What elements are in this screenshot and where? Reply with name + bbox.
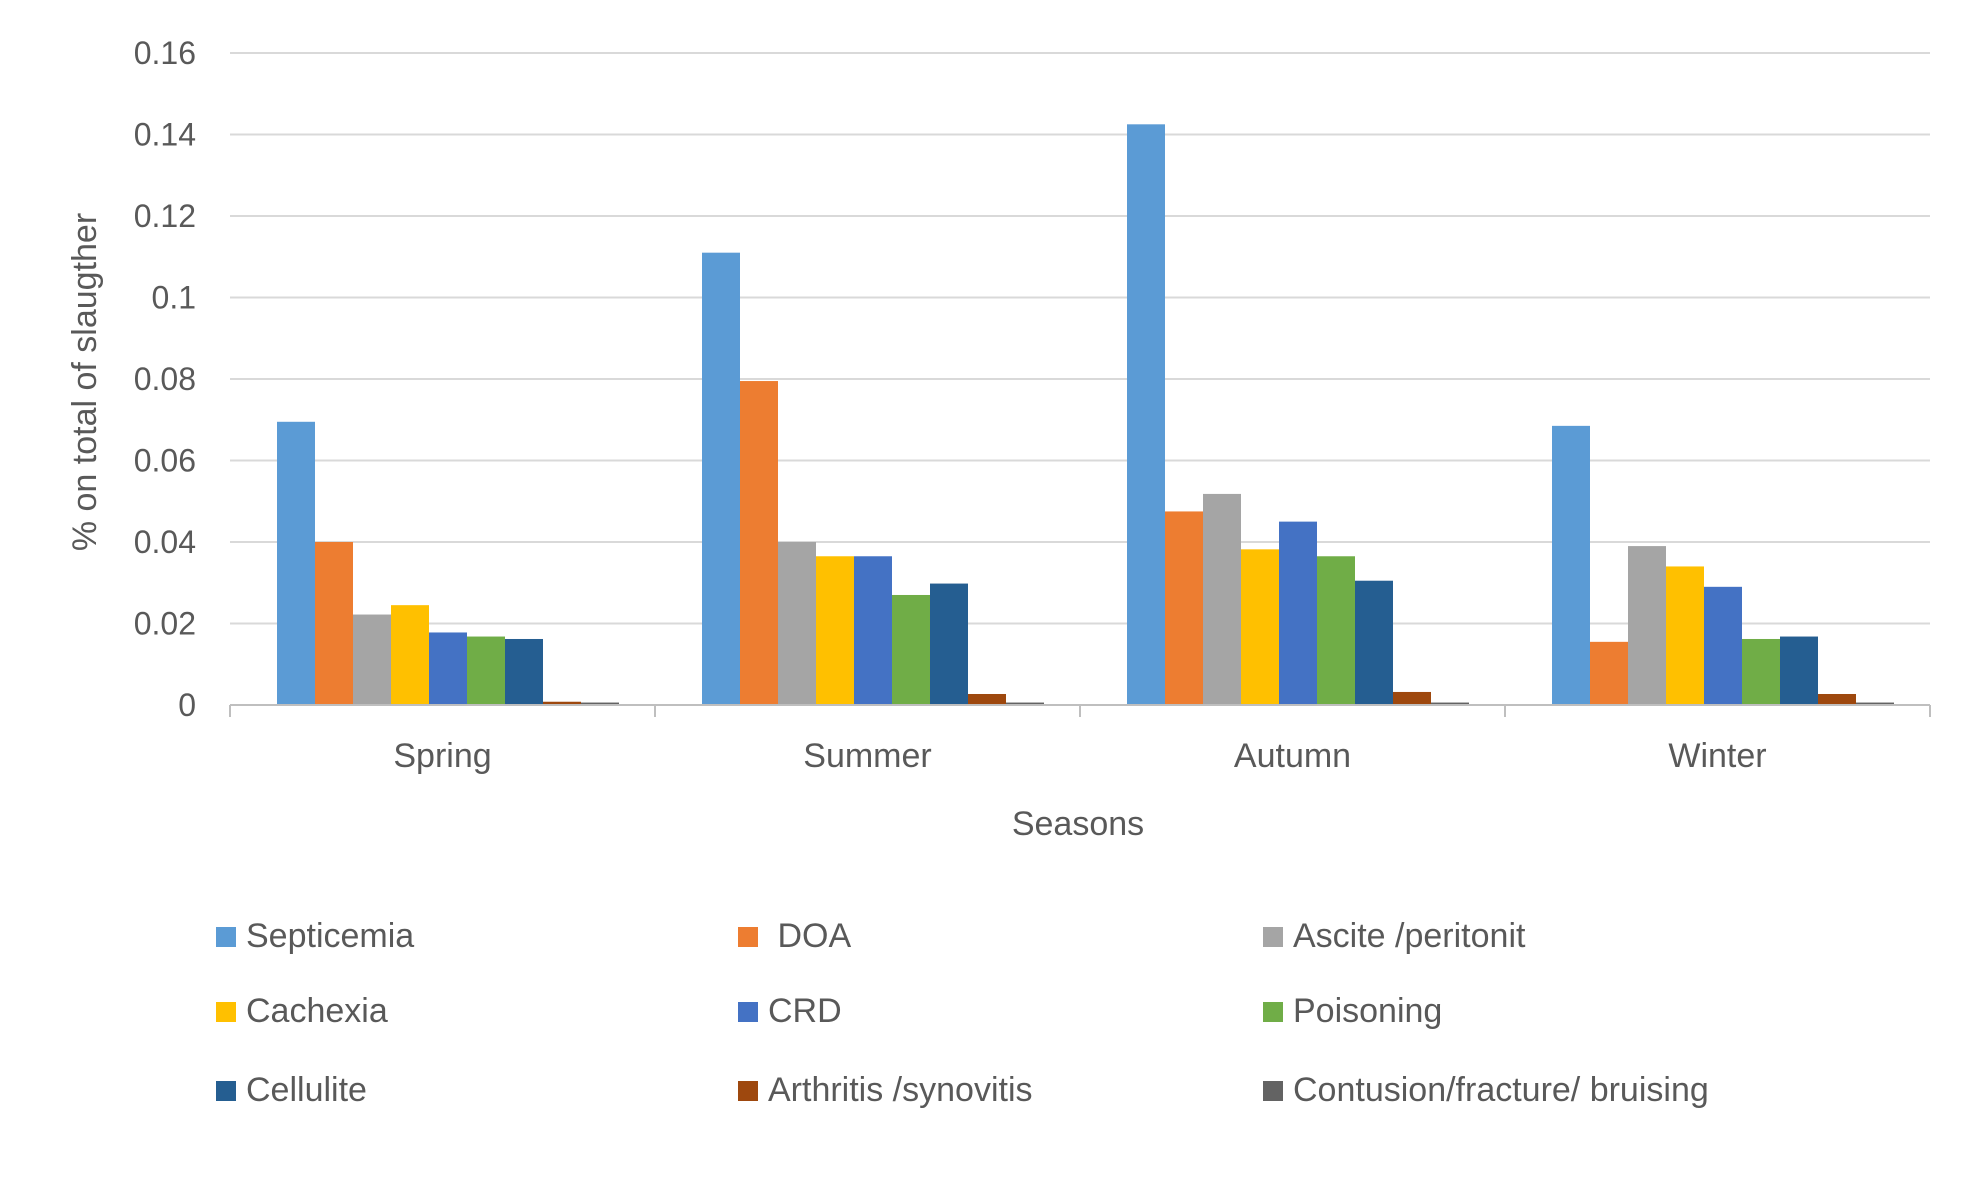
x-tick-label: Summer: [803, 737, 931, 775]
y-tick-label: 0.12: [134, 198, 196, 234]
bar: [1317, 556, 1355, 705]
legend-swatch: [1263, 927, 1283, 947]
legend-swatch: [216, 1002, 236, 1022]
bar: [391, 605, 429, 705]
legend-label: Septicemia: [246, 917, 414, 955]
legend-swatch: [738, 1081, 758, 1101]
bar: [1203, 493, 1241, 705]
x-axis-title: Seasons: [1012, 805, 1144, 843]
bar: [315, 542, 353, 705]
bar: [1431, 702, 1469, 705]
y-tick-label: 0.14: [134, 117, 196, 153]
bar: [1006, 702, 1044, 705]
legend-label: DOA: [768, 917, 851, 955]
bar: [1241, 549, 1279, 705]
x-axis-ticks: Spring Summer Autumn Winter: [393, 737, 1766, 775]
bar: [1590, 641, 1628, 705]
bar: [353, 614, 391, 705]
bar: [1818, 693, 1856, 705]
bar: [1704, 586, 1742, 705]
bar: [1552, 425, 1590, 705]
y-tick-label: 0.04: [134, 524, 196, 560]
bar: [930, 583, 968, 705]
legend: Septicemia DOA Ascite /peritonit Cachexia C…: [216, 917, 1709, 1109]
bar: [277, 421, 315, 705]
bar: [1279, 521, 1317, 705]
legend-label: Poisoning: [1293, 992, 1442, 1030]
y-tick-label: 0.16: [134, 35, 196, 71]
bar: [1165, 511, 1203, 705]
bar: [854, 556, 892, 705]
gridlines: [230, 52, 1930, 625]
bar: [1127, 124, 1165, 705]
x-tick-label: Spring: [393, 737, 491, 775]
legend-swatch: [1263, 1002, 1283, 1022]
x-axis: [229, 704, 1931, 717]
legend-label: Cachexia: [246, 992, 388, 1030]
bar: [1393, 691, 1431, 705]
bar: [702, 252, 740, 706]
y-tick-label: 0.02: [134, 606, 196, 642]
legend-swatch: [216, 927, 236, 947]
y-tick-label: 0.06: [134, 443, 196, 479]
legend-label: Contusion/fracture/ bruising: [1293, 1071, 1709, 1109]
y-tick-label: 0.08: [134, 361, 196, 397]
bar: [543, 701, 581, 705]
bar: [1742, 638, 1780, 705]
y-axis-title: % on total of slaugther: [66, 213, 104, 551]
legend-label: CRD: [768, 992, 842, 1030]
y-tick-label: 0: [178, 687, 196, 723]
bar: [816, 556, 854, 705]
bar: [778, 542, 816, 705]
legend-swatch: [216, 1081, 236, 1101]
y-tick-label: 0.1: [152, 280, 196, 316]
bar: [968, 693, 1006, 705]
legend-swatch: [738, 1002, 758, 1022]
x-tick-label: Autumn: [1234, 737, 1351, 775]
bar: [892, 594, 930, 705]
bar: [467, 636, 505, 705]
bar: [429, 632, 467, 705]
legend-swatch: [738, 927, 758, 947]
bar: [1355, 580, 1393, 705]
bars: [277, 124, 1894, 706]
bar: [1666, 566, 1704, 705]
bar: [505, 638, 543, 705]
legend-label: Ascite /peritonit: [1293, 917, 1526, 955]
bar: [1856, 702, 1894, 705]
legend-label: Arthritis /synovitis: [768, 1071, 1033, 1109]
x-tick-label: Winter: [1668, 737, 1766, 775]
legend-label: Cellulite: [246, 1071, 367, 1109]
bar: [581, 702, 619, 705]
bar: [1780, 636, 1818, 705]
bar: [740, 381, 778, 705]
y-axis-ticks: 0 0.02 0.04 0.06 0.08 0.1 0.12 0.14 0.16: [134, 35, 196, 723]
bar: [1628, 546, 1666, 705]
legend-swatch: [1263, 1081, 1283, 1101]
